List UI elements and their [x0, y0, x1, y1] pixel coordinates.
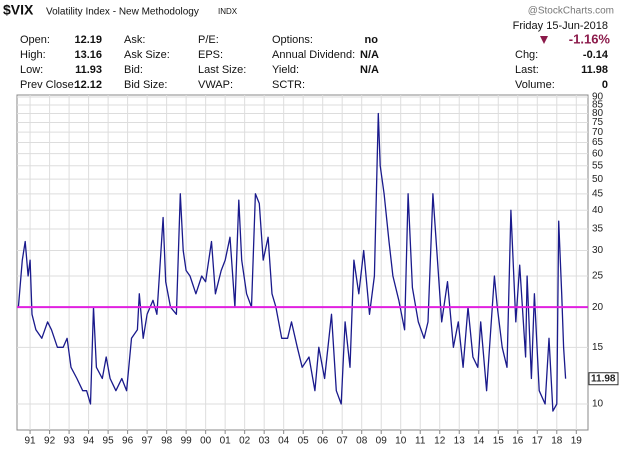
- x-tick-label: 07: [337, 436, 349, 447]
- y-tick-label: 75: [592, 117, 604, 128]
- x-tick-label: 12: [434, 436, 446, 447]
- y-tick-label: 35: [592, 224, 604, 235]
- field-value: -0.14: [583, 49, 609, 61]
- x-tick-label: 93: [64, 436, 76, 447]
- x-tick-label: 95: [103, 436, 115, 447]
- change-percent: -1.16%: [569, 31, 611, 46]
- x-tick-label: 98: [161, 436, 173, 447]
- index-name: Volatility Index - New Methodology: [46, 7, 199, 18]
- y-tick-label: 80: [592, 108, 604, 119]
- field-label: SCTR:: [272, 79, 305, 91]
- y-tick-label: 15: [592, 342, 604, 353]
- x-tick-label: 16: [512, 436, 524, 447]
- y-tick-label: 65: [592, 137, 604, 148]
- symbol: $VIX: [3, 2, 34, 18]
- field-label: Bid:: [124, 64, 143, 76]
- field-value: 11.98: [581, 64, 608, 76]
- field-value: 11.93: [75, 64, 102, 76]
- x-tick-label: 09: [376, 436, 388, 447]
- field-label: Bid Size:: [124, 79, 167, 91]
- field-value: 13.16: [74, 49, 102, 61]
- field-value: no: [365, 34, 379, 46]
- field-label: Last:: [515, 64, 539, 76]
- down-arrow: [540, 36, 548, 44]
- x-tick-label: 19: [571, 436, 583, 447]
- field-label: Ask Size:: [124, 49, 170, 61]
- y-tick-label: 90: [592, 92, 604, 103]
- y-tick-label: 60: [592, 148, 604, 159]
- field-label: Prev Close:: [20, 79, 77, 91]
- x-tick-label: 03: [259, 436, 271, 447]
- source: @StockCharts.com: [528, 6, 614, 17]
- x-tick-label: 91: [25, 436, 37, 447]
- y-tick-label: 70: [592, 127, 604, 138]
- field-label: High:: [20, 49, 46, 61]
- x-tick-label: 10: [395, 436, 407, 447]
- x-tick-label: 14: [473, 436, 485, 447]
- field-label: Open:: [20, 34, 50, 46]
- field-value: N/A: [360, 64, 379, 76]
- x-tick-label: 01: [220, 436, 232, 447]
- y-tick-label: 40: [592, 205, 604, 216]
- field-value: N/A: [360, 49, 379, 61]
- field-label: Low:: [20, 64, 43, 76]
- x-tick-label: 13: [454, 436, 466, 447]
- last-value-box: [588, 372, 619, 386]
- field-label: Last Size:: [198, 64, 246, 76]
- plot-area: [16, 94, 589, 431]
- x-tick-label: 00: [200, 436, 212, 447]
- y-tick-label: 10: [592, 399, 604, 410]
- x-tick-label: 92: [44, 436, 56, 447]
- exchange: INDX: [218, 7, 238, 16]
- x-tick-label: 11: [415, 436, 426, 447]
- x-tick-label: 05: [298, 436, 310, 447]
- x-tick-label: 97: [142, 436, 154, 447]
- quote-date: Friday 15-Jun-2018: [513, 20, 608, 32]
- last-value-label: 11.98: [591, 373, 616, 384]
- x-tick-label: 18: [551, 436, 563, 447]
- field-label: Ask:: [124, 34, 145, 46]
- field-label: P/E:: [198, 34, 219, 46]
- x-tick-label: 02: [239, 436, 251, 447]
- x-tick-label: 08: [356, 436, 368, 447]
- field-value: 12.12: [74, 79, 102, 91]
- y-tick-label: 25: [592, 271, 604, 282]
- field-value: 12.19: [74, 34, 102, 46]
- x-tick-label: 99: [181, 436, 193, 447]
- x-tick-label: 96: [122, 436, 134, 447]
- field-label: Annual Dividend:: [272, 49, 355, 61]
- field-label: EPS:: [198, 49, 223, 61]
- y-tick-label: 30: [592, 245, 604, 256]
- field-label: VWAP:: [198, 79, 233, 91]
- y-tick-label: 55: [592, 160, 604, 171]
- x-tick-label: 17: [532, 436, 544, 447]
- y-tick-label: 45: [592, 188, 604, 199]
- field-label: Volume:: [515, 79, 555, 91]
- field-label: Yield:: [272, 64, 299, 76]
- x-tick-label: 94: [83, 436, 95, 447]
- x-tick-label: 06: [317, 436, 329, 447]
- x-tick-label: 15: [493, 436, 505, 447]
- x-tick-label: 04: [278, 436, 290, 447]
- y-tick-label: 20: [592, 302, 604, 313]
- y-tick-label: 50: [592, 174, 604, 185]
- field-label: Chg:: [515, 49, 538, 61]
- vix-line: [17, 112, 567, 412]
- y-tick-label: 85: [592, 100, 604, 111]
- field-value: 0: [602, 79, 608, 91]
- field-label: Options:: [272, 34, 313, 46]
